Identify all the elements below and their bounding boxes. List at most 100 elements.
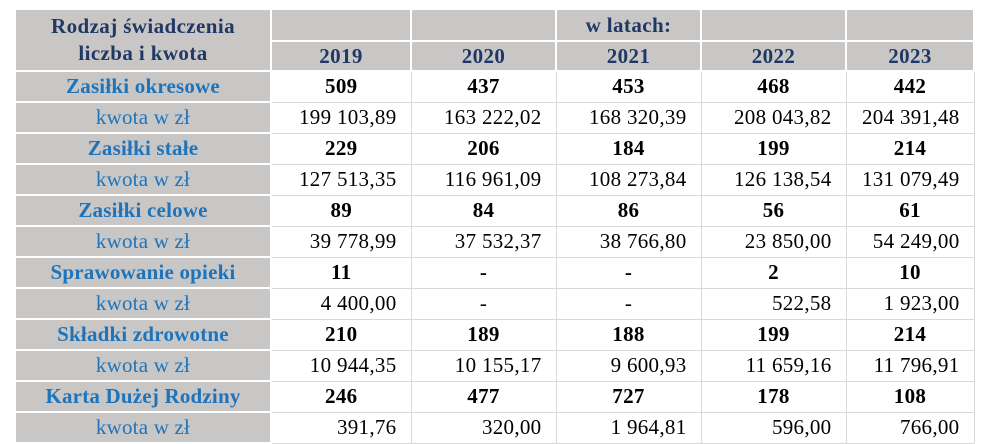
category-row: Sprawowanie opieki 11 - - 2 10 [14, 256, 975, 289]
amount-value: 39 778,99 [270, 225, 412, 258]
header-row-years: 2019 2020 2021 2022 2023 [15, 40, 975, 72]
year-header-2019: 2019 [270, 40, 412, 72]
count-value: 61 [845, 194, 975, 227]
amount-value: 127 513,35 [270, 163, 412, 196]
count-value: 84 [410, 194, 557, 227]
category-label: Sprawowanie opieki [14, 256, 272, 289]
category-label: Karta Dużej Rodziny [14, 380, 272, 413]
amount-value: 108 273,84 [555, 163, 702, 196]
year-header-2021: 2021 [555, 40, 702, 72]
amount-label: kwota w zł [14, 349, 272, 382]
amount-row: kwota w zł 39 778,99 37 532,37 38 766,80… [14, 225, 975, 258]
count-value: 206 [410, 132, 557, 165]
count-value: - [410, 256, 557, 289]
count-value: 229 [270, 132, 412, 165]
category-row: Zasiłki celowe 89 84 86 56 61 [14, 194, 975, 227]
amount-value: 10 944,35 [270, 349, 412, 382]
count-value: 509 [270, 70, 412, 103]
amount-value: 4 400,00 [270, 287, 412, 320]
amount-value: 1 923,00 [845, 287, 975, 320]
category-row: Karta Dużej Rodziny 246 477 727 178 108 [14, 380, 975, 413]
count-value: 442 [845, 70, 975, 103]
amount-value: 208 043,82 [700, 101, 847, 134]
amount-value: 23 850,00 [700, 225, 847, 258]
category-row: Składki zdrowotne 210 189 188 199 214 [14, 318, 975, 351]
row-header-title-cell: Rodzaj świadczenia liczba i kwota [14, 8, 272, 72]
count-value: 10 [845, 256, 975, 289]
category-row: Zasiłki stałe 229 206 184 199 214 [14, 132, 975, 165]
row-header-line1: Rodzaj świadczenia [51, 14, 235, 38]
amount-row: kwota w zł 4 400,00 - - 522,58 1 923,00 [14, 287, 975, 320]
amount-value: 163 222,02 [410, 101, 557, 134]
count-value: 477 [410, 380, 557, 413]
amount-label: kwota w zł [14, 411, 272, 444]
count-value: 89 [270, 194, 412, 227]
amount-label: kwota w zł [14, 225, 272, 258]
period-label-cell: w latach: [555, 8, 702, 42]
amount-value: 37 532,37 [410, 225, 557, 258]
header-spacer-cell [845, 8, 975, 42]
count-value: 246 [270, 380, 412, 413]
category-row: Zasiłki okresowe 509 437 453 468 442 [14, 70, 975, 103]
count-value: 199 [700, 132, 847, 165]
count-value: - [555, 256, 702, 289]
amount-value: 596,00 [700, 411, 847, 444]
amount-label: kwota w zł [14, 163, 272, 196]
count-value: 11 [270, 256, 412, 289]
amount-row: kwota w zł 10 944,35 10 155,17 9 600,93 … [14, 349, 975, 382]
count-value: 86 [555, 194, 702, 227]
amount-value: - [555, 287, 702, 320]
amount-value: 391,76 [270, 411, 412, 444]
header-spacer-cell [410, 8, 557, 42]
count-value: 188 [555, 318, 702, 351]
header-spacer-cell [270, 8, 412, 42]
amount-value: 11 659,16 [700, 349, 847, 382]
count-value: 468 [700, 70, 847, 103]
header-row-period: Rodzaj świadczenia liczba i kwota w lata… [14, 8, 975, 72]
amount-value: 199 103,89 [270, 101, 412, 134]
count-value: 108 [845, 380, 975, 413]
amount-value: 9 600,93 [555, 349, 702, 382]
count-value: 727 [555, 380, 702, 413]
category-label: Zasiłki stałe [14, 132, 272, 165]
amount-value: 10 155,17 [410, 349, 557, 382]
count-value: 453 [555, 70, 702, 103]
year-header-2020: 2020 [410, 40, 557, 72]
count-value: 214 [845, 132, 975, 165]
row-header-line2: liczba i kwota [78, 41, 208, 65]
amount-value: 54 249,00 [845, 225, 975, 258]
amount-value: 320,00 [410, 411, 557, 444]
count-value: 437 [410, 70, 557, 103]
count-value: 184 [555, 132, 702, 165]
amount-value: 766,00 [845, 411, 975, 444]
category-label: Zasiłki okresowe [14, 70, 272, 103]
amount-value: 131 079,49 [845, 163, 975, 196]
amount-value: 522,58 [700, 287, 847, 320]
amount-value: 116 961,09 [410, 163, 557, 196]
amount-row: kwota w zł 199 103,89 163 222,02 168 320… [14, 101, 975, 134]
amount-row: kwota w zł 127 513,35 116 961,09 108 273… [14, 163, 975, 196]
amount-value: 204 391,48 [845, 101, 975, 134]
count-value: 178 [700, 380, 847, 413]
count-value: 56 [700, 194, 847, 227]
benefits-by-year-table: Rodzaj świadczenia liczba i kwota w lata… [14, 8, 975, 444]
amount-value: 1 964,81 [555, 411, 702, 444]
amount-value: 11 796,91 [845, 349, 975, 382]
amount-value: - [410, 287, 557, 320]
count-value: 199 [700, 318, 847, 351]
amount-label: kwota w zł [14, 101, 272, 134]
count-value: 2 [700, 256, 847, 289]
year-header-2022: 2022 [700, 40, 847, 72]
amount-label: kwota w zł [14, 287, 272, 320]
count-value: 210 [270, 318, 412, 351]
category-label: Składki zdrowotne [14, 318, 272, 351]
amount-value: 126 138,54 [700, 163, 847, 196]
count-value: 214 [845, 318, 975, 351]
count-value: 189 [410, 318, 557, 351]
category-label: Zasiłki celowe [14, 194, 272, 227]
year-header-2023: 2023 [845, 40, 975, 72]
header-spacer-cell [700, 8, 847, 42]
amount-value: 168 320,39 [555, 101, 702, 134]
amount-value: 38 766,80 [555, 225, 702, 258]
amount-row: kwota w zł 391,76 320,00 1 964,81 596,00… [14, 411, 975, 444]
